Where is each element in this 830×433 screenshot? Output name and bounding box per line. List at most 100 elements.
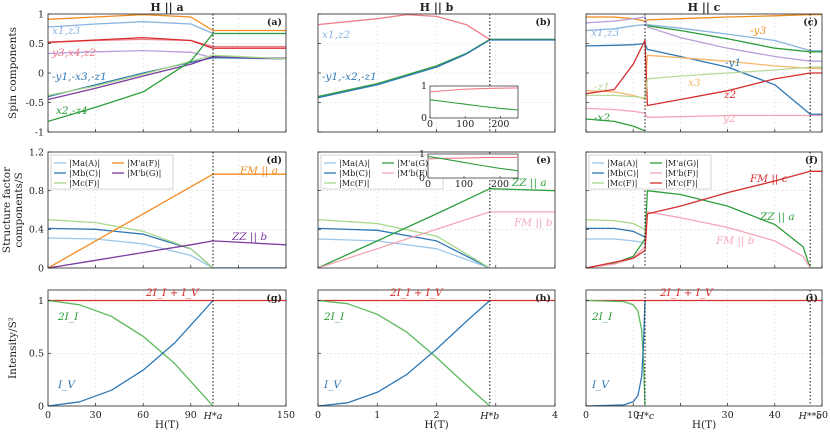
series-line <box>586 118 646 132</box>
panel-tag: (a) <box>267 17 282 28</box>
inset: 0 100 200 0 1 <box>421 81 519 130</box>
series-line <box>586 170 822 268</box>
series-line <box>586 190 822 268</box>
legend-box <box>320 154 444 190</box>
panel-tag: (f) <box>805 155 818 166</box>
panel-tag: (h) <box>535 293 551 304</box>
legend-entry: |M'b(F)| <box>397 168 430 178</box>
x-axis-label: H(T) <box>155 419 179 431</box>
legend-entry: |Mc(F)| <box>69 178 100 188</box>
x-tick-label: 1 <box>374 410 380 421</box>
legend-entry: |M'b(G)| <box>127 168 161 178</box>
series-group <box>586 170 822 268</box>
column-title: H || b <box>420 1 454 14</box>
series-line <box>318 238 491 268</box>
row-labels: Spin components Structure factor component… <box>1 27 716 431</box>
series-line <box>318 211 555 268</box>
series-line <box>318 39 555 99</box>
series-line <box>644 24 822 53</box>
inset-tick-label: 1 <box>421 81 427 92</box>
series-line <box>586 211 811 268</box>
x-tick-label: 0 <box>583 410 589 421</box>
legend-entry: |M'a(G)| <box>397 158 431 168</box>
annotation: -y3 <box>750 25 766 37</box>
inset-tick-label: 1 <box>419 149 425 160</box>
x-tick-label: 50 <box>816 410 828 421</box>
legend-entry: |Mb(C)| <box>69 168 101 178</box>
series-line <box>586 16 822 62</box>
gridlines <box>318 290 555 406</box>
annotation: FM || b <box>715 235 755 248</box>
series-group <box>48 14 286 123</box>
transition-label: H**c <box>798 411 823 422</box>
panel-h: 0 1 2 4 H*b (h) 2I_I + I_V 2I_I I_V <box>315 287 558 422</box>
y-tick-label: 0.4 <box>29 225 44 236</box>
annotation: x1,z3 <box>591 27 619 39</box>
series-line <box>586 300 646 406</box>
x-tick-label: 150 <box>277 410 295 421</box>
series-line <box>586 14 822 22</box>
legend-entry: |Ma(A)| <box>607 158 638 168</box>
annotation: x1,z2 <box>322 29 350 41</box>
series-line <box>318 188 555 268</box>
panel-b: (b) H || b 0 100 200 0 1 x1,z2 -y1,-x2,-z1 <box>317 1 556 133</box>
transition-label: H*b <box>479 411 499 422</box>
panel-tag: (d) <box>266 155 282 166</box>
series-line <box>318 227 491 268</box>
legend-entry: |Mc(F)| <box>607 178 638 188</box>
series-line <box>48 173 286 268</box>
annotation: I_V <box>57 379 76 391</box>
panels: -1 -0.5 0 0.5 1 (a) H || a x1,z3 y3,x4,z2 -y1,-x3… <box>26 1 828 422</box>
annotation: x1,z3 <box>52 25 80 37</box>
x-tick-label: 30 <box>90 410 102 421</box>
panel-tag: (i) <box>805 293 818 304</box>
series-line <box>586 39 822 107</box>
annotation: y3,x4,z2 <box>51 47 96 59</box>
row-ylabel: Intensity/S² <box>7 317 19 379</box>
y-tick-label: 0 <box>38 401 44 412</box>
legend-entry: |M'a(G)| <box>665 158 699 168</box>
gridlines <box>586 152 822 268</box>
legend-entry: |Mb(C)| <box>339 168 371 178</box>
panel-e: (e) |Ma(A)||Mb(C)||Mc(F)| |M'a(G)||M'b(F)|… <box>317 149 556 269</box>
annotation: -x2 <box>594 112 610 124</box>
annotation: z2 <box>723 89 737 101</box>
inset-tick-label: 200 <box>491 179 509 190</box>
annotation: -z1 <box>594 81 610 93</box>
annotation: ZZ || a <box>759 211 795 224</box>
legend: |Ma(A)||Mb(C)||Mc(F)| |M'a(G)||M'b(F)||M'… <box>588 154 712 190</box>
x-tick-label: 4 <box>552 410 558 421</box>
annotation: y2 <box>722 113 736 125</box>
x-tick-label: 90 <box>185 410 197 421</box>
x-tick-label: 30 <box>722 410 734 421</box>
legend-entry: |Mb(C)| <box>607 168 639 178</box>
series-line <box>48 240 286 268</box>
legend: |Ma(A)||Mb(C)||Mc(F)| |M'a(F)||M'b(G)| <box>50 154 174 190</box>
annotation: 2I_I + I_V <box>145 287 200 299</box>
y-tick-label: 0.5 <box>29 39 44 50</box>
series-group <box>586 299 822 406</box>
legend-entry: |M'b(F)| <box>665 168 698 178</box>
series-line <box>318 300 491 406</box>
series-line <box>318 219 491 268</box>
x-tick-label: 0 <box>45 410 51 421</box>
y-tick-label: 0.8 <box>29 186 44 197</box>
inset-tick-label: 200 <box>491 119 509 130</box>
legend-entry: |Ma(A)| <box>69 158 100 168</box>
series-line <box>48 32 286 123</box>
y-tick-label: 0 <box>38 68 44 79</box>
annotation: FM || b <box>513 217 553 230</box>
panel-f: (f) |Ma(A)||Mb(C)||Mc(F)| |M'a(G)||M'b(F)|… <box>585 151 823 269</box>
panel-a: -1 -0.5 0 0.5 1 (a) H || a x1,z3 y3,x4,z2 -y1,-x3… <box>26 1 287 138</box>
legend-entry: |M'c(F)| <box>665 178 698 188</box>
inset: 0 100 200 0 1 <box>419 149 519 190</box>
y-tick-label: -1 <box>35 127 44 138</box>
annotation: -y1,-x2,-z1 <box>322 71 377 83</box>
series-line <box>48 54 286 97</box>
series-line <box>586 227 646 238</box>
y-tick-label: 1 <box>38 9 44 20</box>
annotation: ZZ || a <box>511 177 547 190</box>
annotation: 2I_I <box>57 311 79 323</box>
series-line <box>48 227 286 268</box>
